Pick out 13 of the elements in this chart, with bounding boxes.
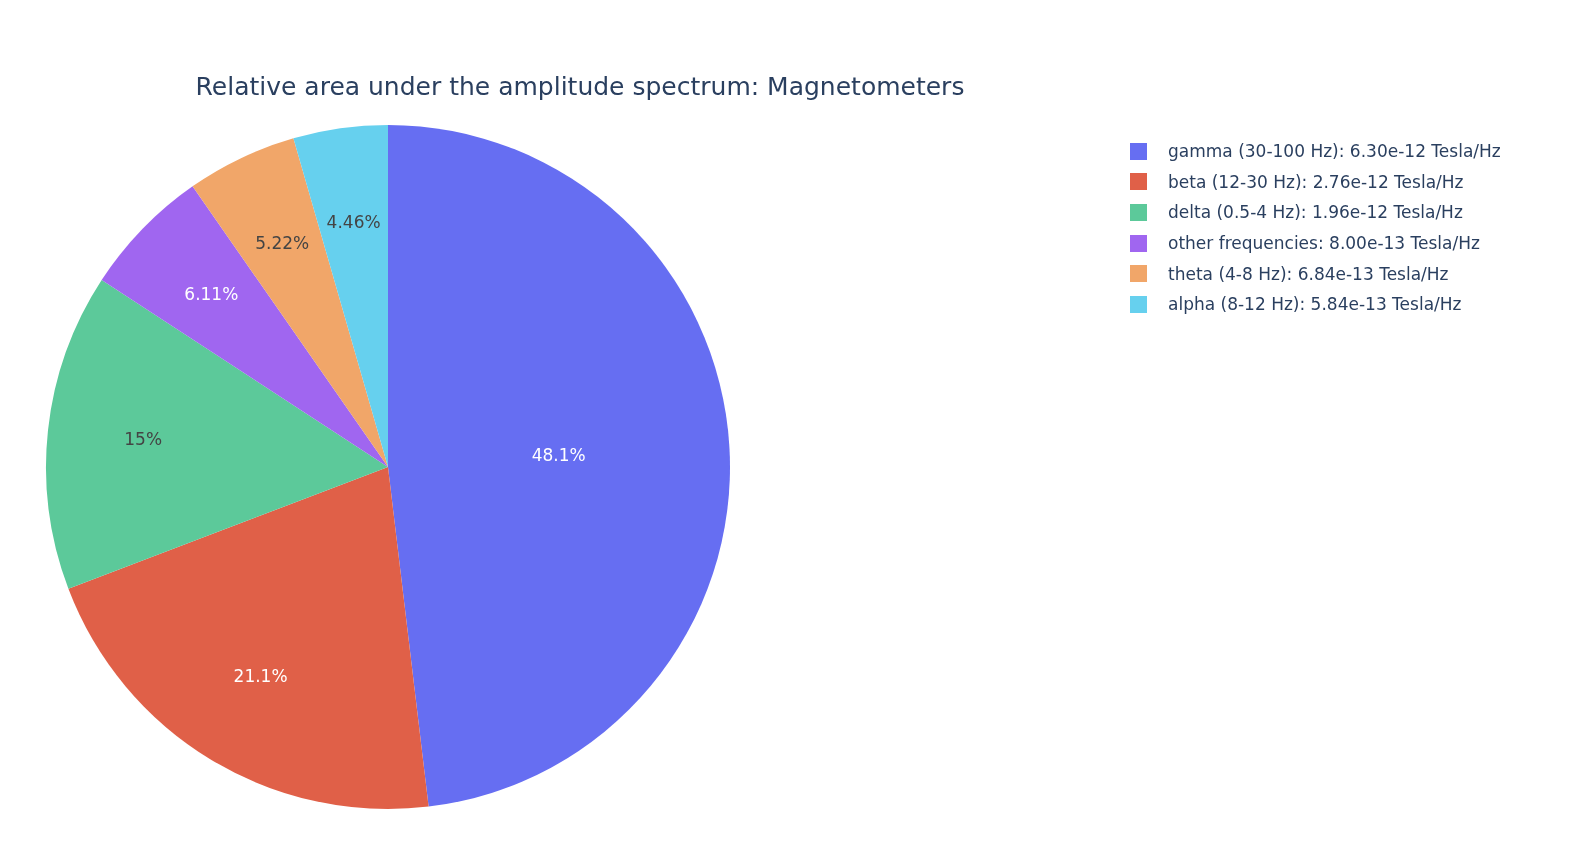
data-label: 15% [124,429,163,450]
data-label: 5.22% [255,233,310,254]
data-label: 4.46% [326,211,381,232]
legend-label: gamma (30-100 Hz): 6.30e-12 Tesla/Hz [1168,141,1501,162]
data-label: 6.11% [184,283,239,304]
data-label: 21.1% [233,666,288,687]
legend-label: alpha (8-12 Hz): 5.84e-13 Tesla/Hz [1168,294,1462,315]
legend-label: other frequencies: 8.00e-13 Tesla/Hz [1168,233,1480,254]
legend-label: theta (4-8 Hz): 6.84e-13 Tesla/Hz [1168,263,1449,284]
legend-label: delta (0.5-4 Hz): 1.96e-12 Tesla/Hz [1168,202,1463,223]
data-label: 48.1% [531,445,586,466]
chart-title: Relative area under the amplitude spectrum: Magnetometers [194,72,966,101]
legend-label: beta (12-30 Hz): 2.76e-12 Tesla/Hz [1168,171,1464,192]
